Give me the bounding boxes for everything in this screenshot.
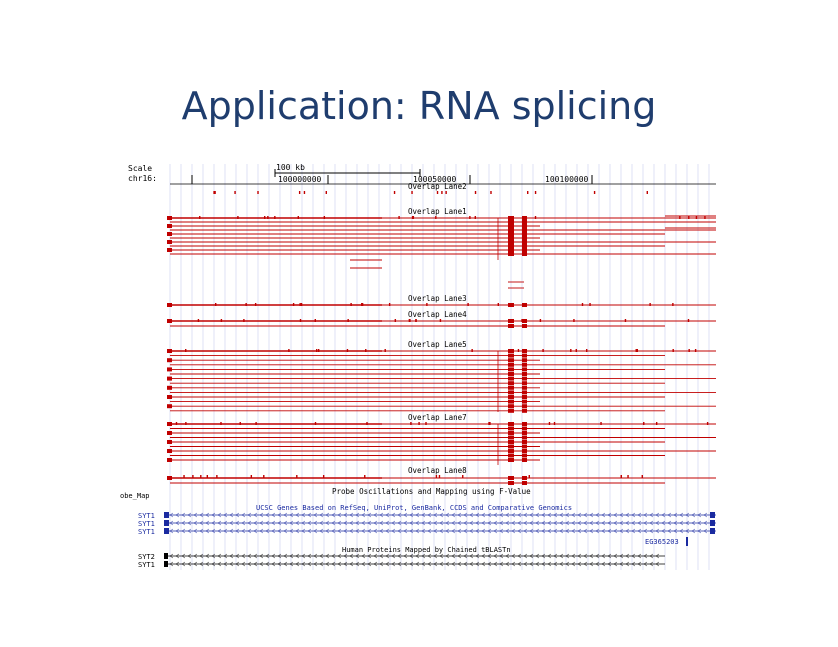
track-label-lane7: Overlap Lane7 (408, 413, 467, 422)
overlap-lane-tracks (167, 191, 716, 485)
track-label-lane4: Overlap Lane4 (408, 310, 467, 319)
human-label-2: SYT1 (138, 561, 155, 569)
track-label-lane2: Overlap Lane2 (408, 182, 467, 191)
chrom-label: chr16: (128, 174, 157, 183)
probe-map-label: obe_Map (120, 492, 150, 500)
genome-browser-image: Scale chr16: obe_Map 100 kb 100000000 10… (120, 160, 720, 572)
human-proteins-title: Human Proteins Mapped by Chained tBLASTn (342, 546, 511, 554)
track-label-lane3: Overlap Lane3 (408, 294, 467, 303)
scale-bar-label: 100 kb (276, 163, 305, 172)
scale-label: Scale (128, 164, 152, 173)
slide-title: Application: RNA splicing (181, 84, 657, 128)
human-label-1: SYT2 (138, 553, 155, 561)
ucsc-track-title: UCSC Genes Based on RefSeq, UniProt, Gen… (256, 504, 572, 512)
track-label-lane8: Overlap Lane8 (408, 466, 467, 475)
track-label-lane5: Overlap Lane5 (408, 340, 467, 349)
position-label-2: 100050000 (413, 175, 457, 184)
probe-track-title: Probe Oscillations and Mapping using F-V… (332, 487, 531, 496)
gene-label-2: SYT1 (138, 520, 155, 528)
extra-gene-label: EG365203 (645, 538, 679, 546)
track-label-lane1: Overlap Lane1 (408, 207, 467, 216)
position-label-1: 100000000 (278, 175, 322, 184)
vertical-grid (169, 164, 710, 570)
gene-label-1: SYT1 (138, 512, 155, 520)
gene-model-tracks (164, 512, 716, 567)
gene-label-3: SYT1 (138, 528, 155, 536)
position-label-3: 100100000 (545, 175, 589, 184)
